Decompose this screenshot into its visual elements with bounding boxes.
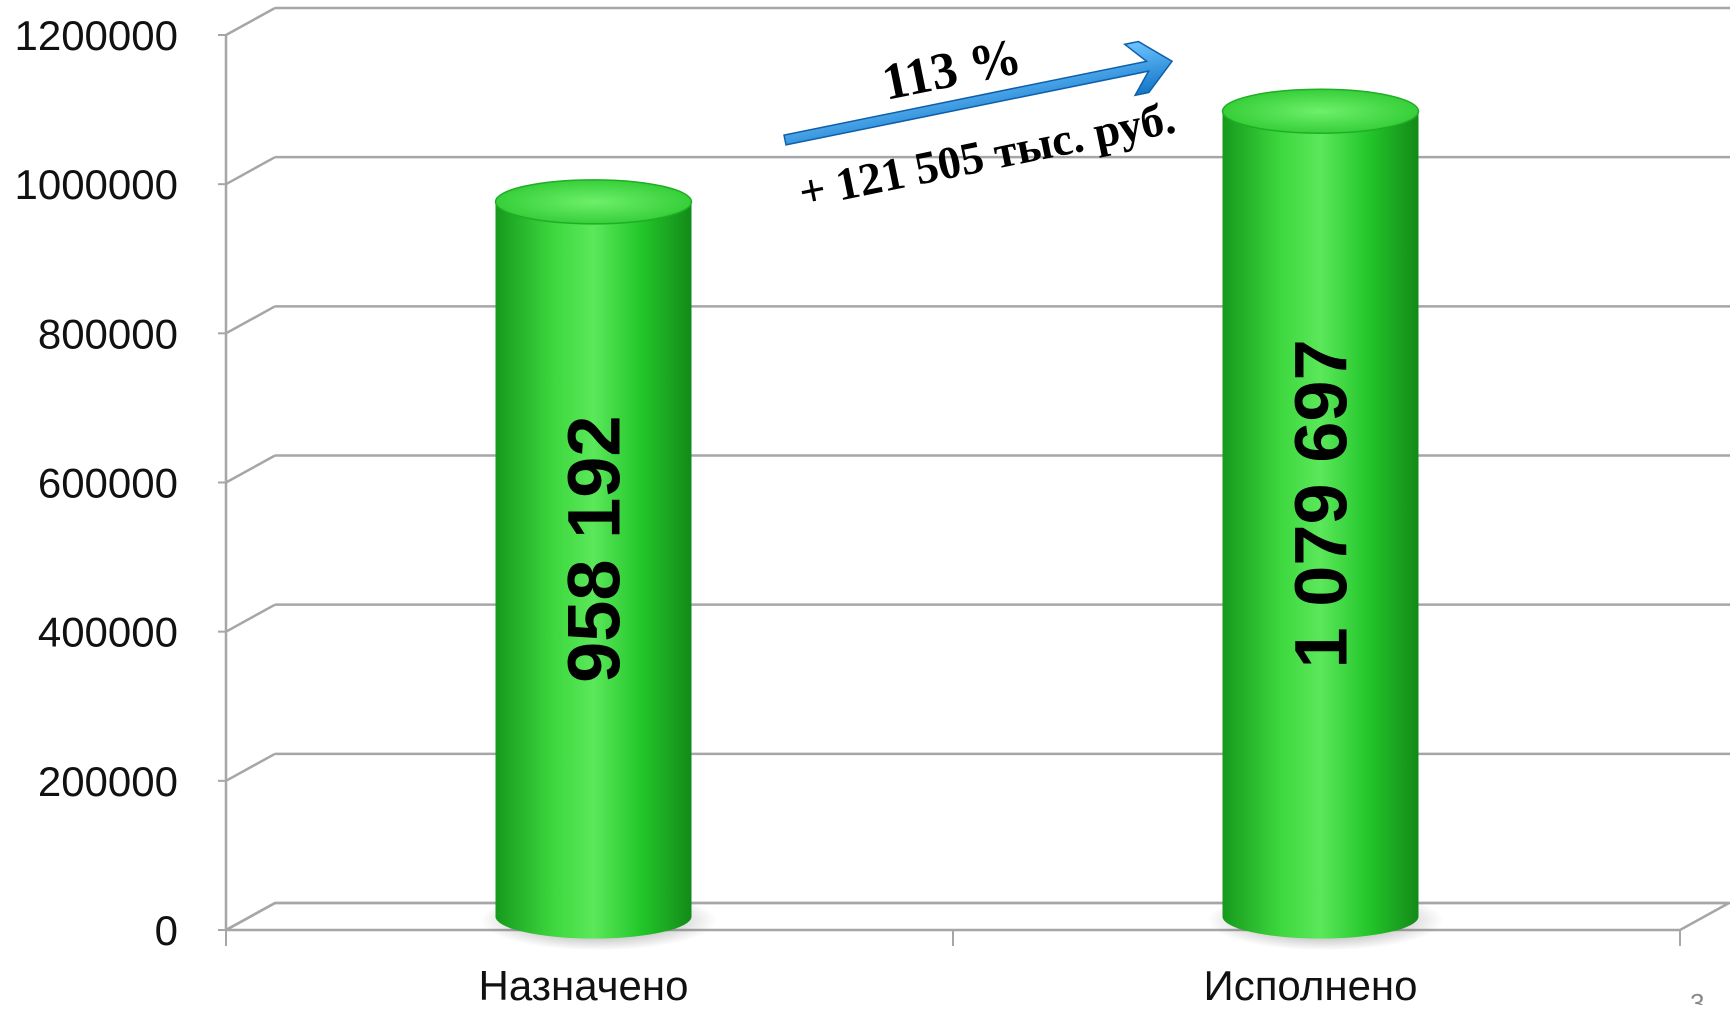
growth-annotation: 113 % + 121 505 тыс. руб.: [783, 28, 1179, 218]
growth-arrow-icon: [783, 40, 1174, 146]
bar: 1 079 697: [1207, 88, 1444, 951]
y-tick-label: 1200000: [14, 12, 178, 59]
grid-connector: [225, 752, 276, 782]
bar-body: [495, 201, 692, 939]
grid-connector: [225, 156, 276, 186]
y-tick-label: 200000: [38, 758, 178, 805]
bar-value-label: 1 079 697: [1280, 339, 1363, 668]
x-category-label: Исполнено: [1204, 962, 1418, 1005]
grid-connector: [225, 305, 276, 335]
bars: 958 192 1 079 697: [480, 88, 1444, 951]
bar-top: [1221, 88, 1420, 134]
y-tick-label: 1000000: [14, 161, 178, 208]
y-axis-ticks: 0 200000 400000 600000 800000 1000000 1200000: [14, 12, 226, 954]
bar: 958 192: [480, 179, 717, 951]
grid-connector: [225, 603, 276, 633]
floor: [225, 901, 1730, 932]
page-number: 3: [1690, 988, 1704, 1005]
grid-connector: [225, 6, 276, 37]
difference-annotation: + 121 505 тыс. руб.: [794, 92, 1179, 218]
grid-connector: [225, 454, 276, 484]
y-tick-label: 400000: [38, 609, 178, 656]
bar-body: [1222, 111, 1419, 939]
x-axis-categories: Назначено Исполнено: [479, 962, 1418, 1009]
bar-top: [494, 179, 693, 225]
y-tick-label: 600000: [38, 460, 178, 507]
x-category-label: Назначено: [479, 962, 689, 1005]
y-tick-label: 0: [155, 907, 178, 954]
bar-value-label: 958 192: [553, 415, 636, 683]
y-tick-label: 800000: [38, 310, 178, 357]
